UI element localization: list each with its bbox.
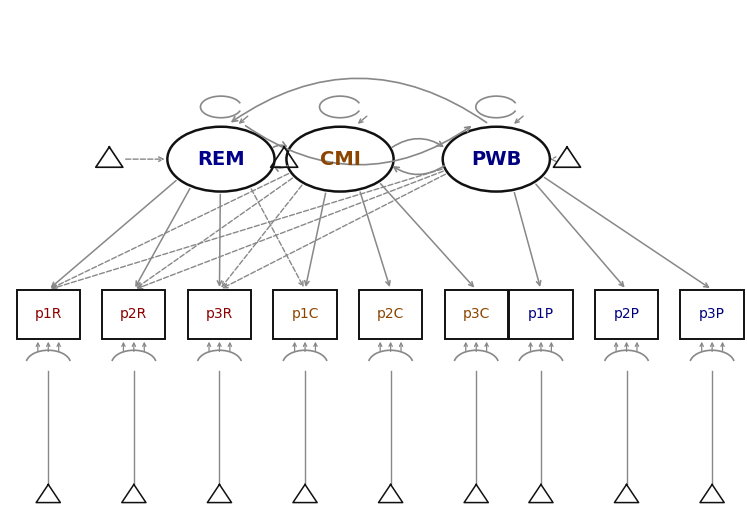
Bar: [16, 290, 80, 339]
Text: p3P: p3P: [699, 307, 725, 321]
Text: p2C: p2C: [377, 307, 404, 321]
Bar: [273, 290, 337, 339]
Text: p1C: p1C: [291, 307, 319, 321]
Text: CMI: CMI: [320, 150, 361, 168]
Text: p3C: p3C: [462, 307, 490, 321]
Text: p3R: p3R: [206, 307, 233, 321]
Text: REM: REM: [197, 150, 245, 168]
Bar: [595, 290, 658, 339]
Bar: [359, 290, 422, 339]
Bar: [102, 290, 166, 339]
Bar: [509, 290, 573, 339]
Ellipse shape: [443, 127, 550, 191]
Text: p2P: p2P: [613, 307, 639, 321]
Bar: [187, 290, 251, 339]
Ellipse shape: [286, 127, 394, 191]
Ellipse shape: [167, 127, 274, 191]
Text: p1R: p1R: [34, 307, 62, 321]
Bar: [681, 290, 744, 339]
Text: p1P: p1P: [528, 307, 554, 321]
Bar: [444, 290, 508, 339]
Text: p2R: p2R: [120, 307, 147, 321]
Text: PWB: PWB: [471, 150, 521, 168]
